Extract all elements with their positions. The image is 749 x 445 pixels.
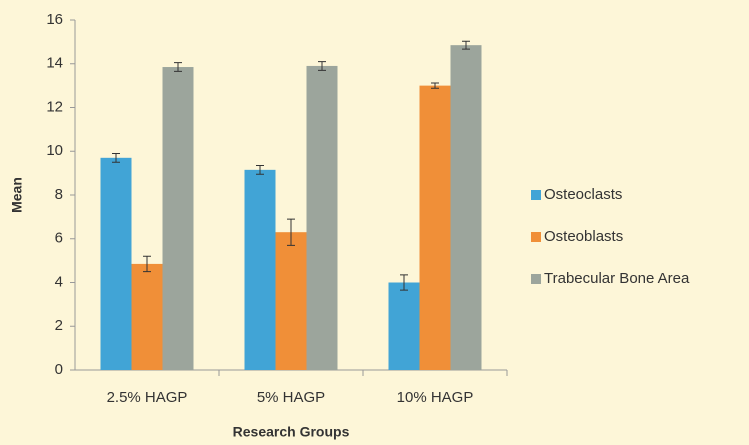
bar: [276, 232, 307, 370]
y-tick-label: 12: [46, 98, 63, 115]
y-tick-label: 0: [55, 361, 63, 378]
bar: [307, 66, 338, 370]
y-axis-title: Mean: [9, 177, 25, 213]
y-tick-label: 6: [55, 230, 63, 247]
bar: [101, 158, 132, 370]
x-tick-label: 5% HAGP: [257, 389, 325, 406]
bar: [245, 170, 276, 370]
x-tick-label: 2.5% HAGP: [107, 389, 188, 406]
y-tick-label: 16: [46, 11, 63, 28]
y-tick-label: 8: [55, 186, 63, 203]
x-axis-title: Research Groups: [233, 424, 350, 440]
bar: [163, 67, 194, 370]
legend-label: Trabecular Bone Area: [544, 270, 690, 287]
legend-label: Osteoblasts: [544, 228, 623, 245]
y-tick-label: 2: [55, 317, 63, 334]
bar: [420, 86, 451, 370]
legend-swatch: [531, 190, 541, 200]
bar: [389, 283, 420, 371]
bar: [451, 45, 482, 370]
x-tick-label: 10% HAGP: [397, 389, 474, 406]
legend-label: Osteoclasts: [544, 186, 622, 203]
y-tick-label: 4: [55, 273, 63, 290]
chart: Mean Research Groups 0 2 4 6 8 10 12 14 16 2.5% H…: [0, 0, 749, 445]
bar: [132, 264, 163, 370]
legend-swatch: [531, 274, 541, 284]
legend-swatch: [531, 232, 541, 242]
y-tick-label: 10: [46, 142, 63, 159]
y-tick-label: 14: [46, 55, 63, 72]
